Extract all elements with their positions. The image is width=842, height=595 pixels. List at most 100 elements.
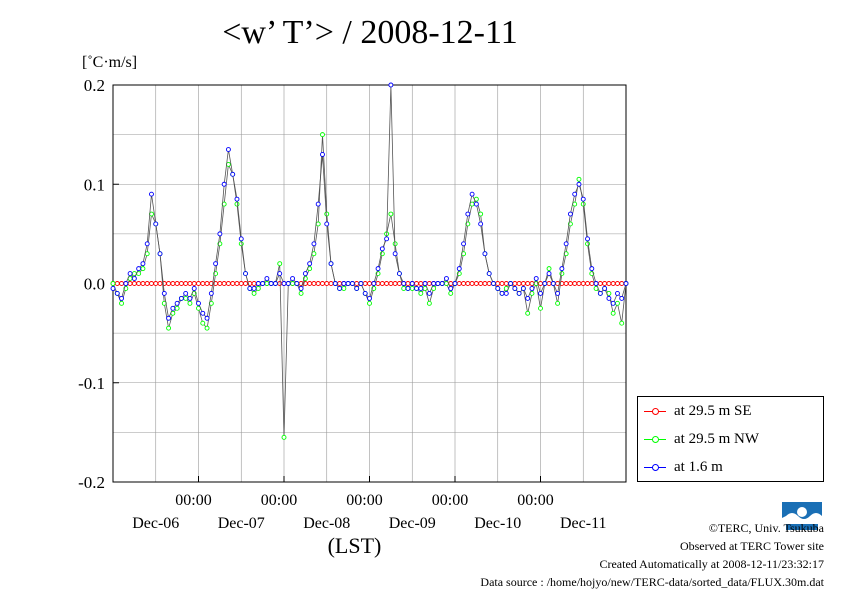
x-date-label-5: Dec-11 [560, 515, 607, 532]
series-1-point-22 [204, 325, 210, 331]
series-1-point-118 [615, 300, 620, 306]
series-2-point-88 [486, 271, 492, 277]
series-2-point-52 [332, 281, 338, 286]
series-2-point-14 [170, 305, 176, 311]
series-0-point-114 [597, 281, 603, 286]
series-2-point-1 [114, 290, 120, 296]
series-2-point-23 [208, 290, 214, 296]
series-2-point-107 [567, 211, 573, 217]
series-0-point-46 [307, 281, 313, 286]
series-2-point-98 [529, 286, 535, 291]
series-0-point-95 [516, 281, 522, 286]
series-0-point-116 [606, 281, 612, 286]
series-2-point-37 [268, 281, 274, 286]
x-tick-time-label-0: 00:00 [175, 492, 211, 509]
series-0-point-96 [520, 281, 526, 286]
series-2-point-93 [508, 281, 514, 286]
series-0-point-19 [191, 281, 197, 286]
x-date-label-4: Dec-10 [474, 515, 521, 532]
series-1-point-17 [183, 295, 189, 301]
series-0-point-20 [196, 281, 201, 286]
series-0-point-17 [183, 281, 189, 286]
series-2-point-17 [183, 290, 189, 296]
footer-source: Data source : /home/hojyo/new/TERC-data/… [480, 575, 824, 589]
series-1-point-0 [110, 281, 116, 286]
series-0-point-111 [585, 281, 590, 286]
series-2-point-66 [392, 251, 398, 257]
series-2-point-110 [580, 196, 586, 202]
series-2-point-92 [503, 290, 509, 296]
x-date-label-1: Dec-07 [218, 515, 265, 532]
series-0-point-118 [615, 281, 620, 286]
y-tick-label-4: 0.2 [84, 76, 105, 95]
series-0-point-84 [469, 281, 475, 286]
series-2-point-103 [550, 281, 556, 286]
series-0-point-107 [567, 281, 573, 286]
series-2-point-36 [264, 276, 270, 281]
series-0-point-6 [136, 281, 142, 286]
legend-label-1-6m: at 1.6 m [674, 458, 723, 475]
series-0-point-13 [166, 281, 172, 286]
series-0-point-18 [187, 281, 193, 286]
series-2-point-12 [161, 290, 167, 296]
chart-title: <w’ T’> / 2008-12-11 [222, 14, 518, 51]
series-2-point-21 [200, 310, 206, 316]
series-0-point-10 [153, 281, 159, 286]
series-0-point-2 [119, 281, 125, 286]
series-2-point-5 [131, 276, 137, 281]
series-0-point-9 [149, 281, 154, 286]
series-1-point-117 [610, 310, 616, 316]
series-1-point-29 [234, 201, 240, 207]
x-date-label-0: Dec-06 [132, 515, 179, 532]
series-1-point-2 [119, 300, 125, 306]
series-0-point-26 [221, 281, 227, 286]
series-2-point-57 [354, 286, 360, 291]
series-2-point-58 [358, 281, 364, 286]
y-tick-label-3: 0.1 [84, 175, 105, 194]
series-0-point-109 [576, 281, 582, 286]
series-2-point-79 [448, 286, 454, 291]
series-1-point-39 [277, 261, 283, 267]
series-0-point-57 [354, 281, 360, 286]
footer-observed: Observed at TERC Tower site [679, 539, 824, 553]
series-2-point-55 [345, 281, 351, 286]
series-2-point-81 [456, 266, 462, 272]
series-0-point-115 [602, 281, 608, 286]
series-2-point-24 [213, 261, 219, 267]
series-0-point-22 [204, 281, 210, 286]
series-1-point-42 [290, 281, 295, 286]
series-1-point-34 [255, 286, 261, 291]
series-2-point-45 [302, 271, 308, 277]
series-2-point-26 [221, 181, 227, 187]
series-0-point-29 [234, 281, 240, 286]
series-2-point-69 [405, 286, 411, 291]
series-2-point-32 [247, 286, 253, 291]
series-1-point-97 [525, 310, 531, 316]
series-2-point-62 [375, 266, 381, 272]
series-1-point-68 [401, 286, 407, 291]
legend-marker-nw [644, 433, 666, 445]
series-0-point-108 [572, 281, 578, 286]
series-0-point-64 [384, 281, 390, 286]
series-1-point-21 [200, 320, 206, 326]
series-1-point-104 [555, 300, 561, 306]
series-1-point-72 [418, 290, 424, 296]
legend-item-nw: at 29.5 m NW [644, 430, 759, 448]
series-0-point-65 [388, 281, 394, 286]
x-tick-time-label-1: 00:00 [261, 492, 297, 509]
series-2-point-85 [473, 201, 479, 207]
series-0-point-62 [375, 281, 381, 286]
series-0-point-25 [217, 281, 223, 286]
series-2-point-50 [324, 221, 330, 227]
legend-marker-se [644, 405, 666, 417]
series-2-point-29 [234, 196, 240, 202]
series-2-point-119 [619, 295, 625, 301]
series-2-point-60 [367, 295, 372, 301]
series-2-point-114 [597, 290, 603, 296]
series-0-point-82 [461, 281, 466, 286]
series-2-point-42 [290, 276, 295, 281]
series-0-point-21 [200, 281, 206, 286]
series-2-point-22 [204, 315, 210, 321]
series-2-point-102 [546, 271, 552, 277]
